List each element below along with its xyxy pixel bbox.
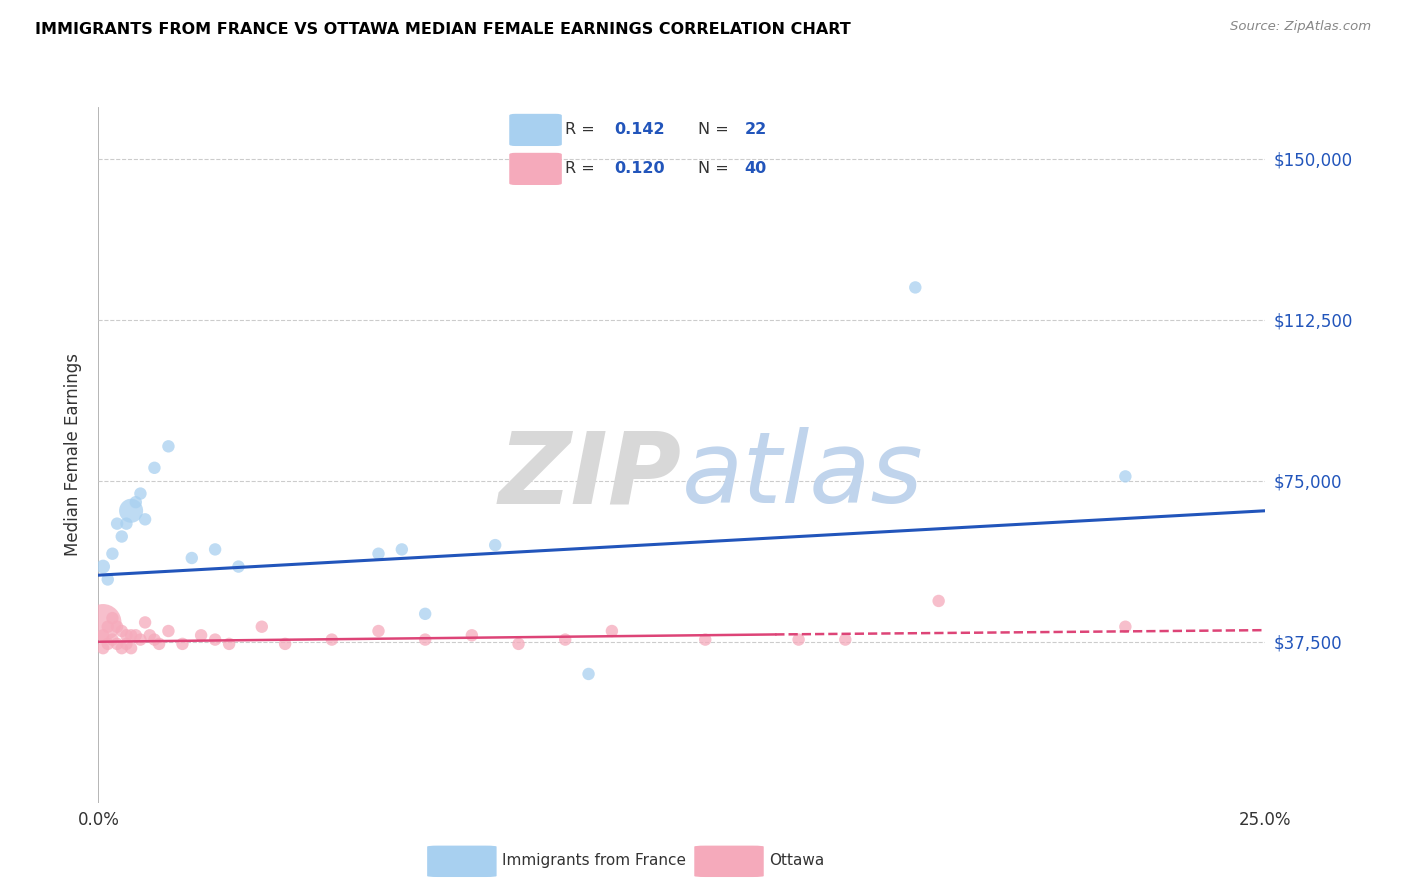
Point <box>115 628 138 642</box>
Point <box>120 504 142 518</box>
Point <box>834 632 856 647</box>
Point <box>787 632 810 647</box>
Point <box>120 628 142 642</box>
Point <box>115 637 138 651</box>
Point <box>250 620 273 634</box>
Point <box>111 529 134 543</box>
Point <box>105 516 128 531</box>
Text: 40: 40 <box>744 161 766 177</box>
Point <box>1114 620 1136 634</box>
Text: N =: N = <box>697 122 734 137</box>
FancyBboxPatch shape <box>427 846 496 877</box>
Point <box>228 559 250 574</box>
Point <box>134 615 156 630</box>
Point <box>134 512 156 526</box>
Point <box>143 460 166 475</box>
Text: Ottawa: Ottawa <box>769 853 824 868</box>
Point <box>204 542 226 557</box>
Point <box>172 637 194 651</box>
Point <box>413 607 436 621</box>
Point <box>143 632 166 647</box>
Text: R =: R = <box>565 122 600 137</box>
Text: ZIP: ZIP <box>499 427 682 524</box>
Point <box>91 615 114 630</box>
Text: Source: ZipAtlas.com: Source: ZipAtlas.com <box>1230 20 1371 33</box>
Point <box>120 641 142 656</box>
Point <box>97 637 120 651</box>
Point <box>101 611 124 625</box>
Point <box>218 637 240 651</box>
Point <box>105 637 128 651</box>
Y-axis label: Median Female Earnings: Median Female Earnings <box>65 353 83 557</box>
Point <box>157 439 180 453</box>
Point <box>554 632 576 647</box>
Point <box>129 486 152 500</box>
Point <box>600 624 623 638</box>
Point <box>148 637 170 651</box>
Point <box>129 632 152 647</box>
Point <box>461 628 484 642</box>
Text: 0.120: 0.120 <box>614 161 665 177</box>
Point <box>111 624 134 638</box>
Point <box>204 632 226 647</box>
Point <box>190 628 212 642</box>
Point <box>578 667 600 681</box>
Point <box>413 632 436 647</box>
Text: Immigrants from France: Immigrants from France <box>502 853 686 868</box>
Point <box>157 624 180 638</box>
Point <box>904 280 927 294</box>
FancyBboxPatch shape <box>695 846 763 877</box>
Point <box>367 547 389 561</box>
Text: 0.142: 0.142 <box>614 122 665 137</box>
Point <box>367 624 389 638</box>
Text: IMMIGRANTS FROM FRANCE VS OTTAWA MEDIAN FEMALE EARNINGS CORRELATION CHART: IMMIGRANTS FROM FRANCE VS OTTAWA MEDIAN … <box>35 22 851 37</box>
Point <box>101 632 124 647</box>
Point <box>91 628 114 642</box>
Point <box>101 547 124 561</box>
Text: 22: 22 <box>744 122 766 137</box>
Point <box>125 628 148 642</box>
Text: N =: N = <box>697 161 734 177</box>
Point <box>484 538 506 552</box>
Point <box>180 551 202 566</box>
Point <box>139 628 162 642</box>
Text: atlas: atlas <box>682 427 924 524</box>
Point <box>97 573 120 587</box>
Point <box>125 495 148 509</box>
Point <box>111 641 134 656</box>
Point <box>695 632 717 647</box>
Point <box>1114 469 1136 483</box>
Point <box>321 632 343 647</box>
Point <box>91 641 114 656</box>
Point <box>928 594 950 608</box>
Point <box>115 516 138 531</box>
FancyBboxPatch shape <box>509 153 562 185</box>
Point <box>105 620 128 634</box>
Point <box>91 559 114 574</box>
Point <box>508 637 530 651</box>
Point <box>391 542 413 557</box>
Point <box>274 637 297 651</box>
Text: R =: R = <box>565 161 600 177</box>
FancyBboxPatch shape <box>509 114 562 146</box>
Point <box>97 620 120 634</box>
